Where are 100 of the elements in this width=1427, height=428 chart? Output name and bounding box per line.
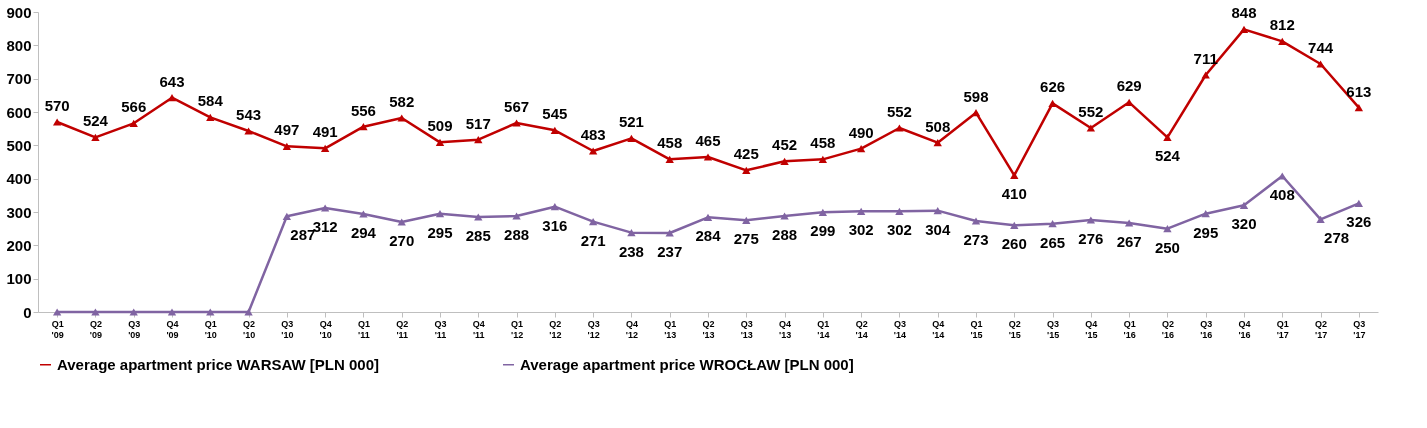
- point: [359, 123, 368, 131]
- data-label: 278: [1324, 229, 1350, 247]
- point: [780, 212, 789, 220]
- x-tick-label: Q1 '14: [817, 318, 830, 340]
- data-label: 848: [1231, 4, 1257, 22]
- data-label: 273: [963, 231, 989, 248]
- point: [933, 207, 942, 215]
- data-label: 517: [465, 114, 491, 132]
- point: [1316, 60, 1325, 68]
- point: [1278, 172, 1287, 180]
- y-tick-label: 500: [6, 136, 32, 154]
- data-label: 452: [772, 136, 798, 154]
- data-label: 524: [82, 112, 109, 130]
- point: [780, 157, 789, 165]
- data-label: 265: [1040, 233, 1066, 251]
- x-tick-label: Q4 '16: [1238, 318, 1251, 340]
- x-tick-label: Q3 '13: [740, 318, 753, 340]
- data-label: 285: [465, 227, 491, 244]
- x-tick-label: Q4 '13: [778, 318, 792, 340]
- data-label: 508: [925, 117, 951, 135]
- data-label: 250: [1154, 238, 1180, 256]
- data-label: 458: [657, 134, 683, 152]
- point: [435, 138, 445, 146]
- x-tick-label: Q4 '12: [625, 318, 639, 340]
- data-label: 302: [848, 221, 874, 239]
- x-tick-label: Q2 '15: [1008, 318, 1021, 340]
- point: [167, 94, 177, 102]
- data-label: 275: [733, 230, 759, 248]
- y-tick-label: 100: [6, 270, 32, 288]
- y-tick-label: 0: [23, 303, 32, 321]
- point: [1086, 124, 1096, 132]
- data-label: 626: [1040, 78, 1066, 96]
- point: [1354, 104, 1364, 112]
- data-label: 271: [580, 231, 606, 249]
- y-tick-label: 600: [6, 103, 32, 121]
- x-tick-label: Q3 '16: [1200, 318, 1213, 340]
- data-label: 458: [810, 134, 836, 152]
- point: [818, 155, 828, 163]
- point: [1201, 71, 1210, 79]
- data-label: 408: [1269, 186, 1295, 203]
- point: [91, 133, 100, 141]
- point: [397, 218, 406, 226]
- data-label: 295: [1193, 223, 1219, 241]
- point: [895, 124, 904, 132]
- point: [167, 308, 177, 316]
- y-tick-label: 800: [6, 36, 32, 54]
- point: [1278, 37, 1287, 45]
- point: [1010, 221, 1019, 229]
- point: [474, 213, 483, 221]
- y-tick-label: 200: [6, 236, 32, 254]
- x-tick-label: Q1 '15: [970, 318, 983, 340]
- data-label: 288: [504, 226, 530, 243]
- point: [359, 210, 368, 218]
- y-tick-label: 900: [6, 3, 32, 21]
- x-tick-label: Q1 '10: [204, 318, 217, 340]
- point: [282, 212, 292, 220]
- x-tick-label: Q1 '09: [51, 318, 64, 340]
- data-label: 497: [274, 121, 300, 139]
- point: [320, 204, 330, 212]
- data-label: 260: [1001, 235, 1027, 253]
- data-label: 238: [618, 242, 644, 260]
- data-label: 711: [1193, 50, 1218, 67]
- x-tick-label: Q4 '10: [319, 318, 332, 340]
- x-tick-label: Q1 '16: [1123, 318, 1136, 340]
- point: [206, 308, 215, 316]
- data-label: 237: [657, 243, 683, 260]
- point: [550, 126, 560, 134]
- data-label: 284: [695, 227, 722, 245]
- point: [474, 136, 483, 144]
- point: [52, 308, 62, 316]
- point: [665, 155, 674, 163]
- point: [856, 145, 866, 153]
- x-tick-label: Q2 '13: [702, 318, 715, 340]
- point: [703, 153, 713, 161]
- data-label: 294: [350, 224, 377, 241]
- x-tick-label: Q1 '13: [664, 318, 677, 340]
- point: [1316, 215, 1325, 223]
- data-label: 582: [389, 93, 415, 110]
- point: [1010, 171, 1019, 179]
- x-tick-label: Q2 '12: [549, 318, 562, 340]
- x-tick-label: Q4 '14: [932, 318, 945, 340]
- point: [588, 147, 598, 155]
- x-tick-label: Q1 '12: [510, 318, 524, 340]
- data-label: 643: [159, 72, 185, 90]
- point: [1086, 216, 1096, 224]
- data-label: 320: [1231, 215, 1257, 233]
- data-label: 299: [810, 222, 836, 240]
- y-tick-label: 700: [6, 70, 32, 88]
- data-label: 509: [427, 117, 453, 135]
- x-tick-label: Q4 '15: [1085, 318, 1098, 340]
- legend-label: Average apartment price WARSAW [PLN 000]: [57, 355, 380, 373]
- data-label: 744: [1308, 39, 1334, 56]
- data-label: 276: [1078, 230, 1104, 247]
- data-label: 465: [695, 132, 721, 149]
- x-tick-label: Q3 '11: [434, 318, 447, 340]
- data-label: 483: [580, 126, 606, 143]
- point: [512, 119, 521, 127]
- x-tick-label: Q4 '09: [166, 318, 179, 340]
- data-label: 326: [1346, 213, 1372, 231]
- data-label: 584: [197, 92, 224, 110]
